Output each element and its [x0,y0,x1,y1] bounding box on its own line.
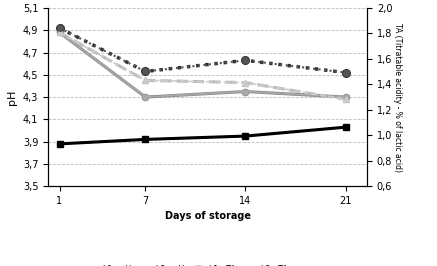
Legend: L1 - pH, L2 - pH, L3 - pH, L4 - pH, L1 - TA, L2 - TA, L3 - TA, L4 - TA: L1 - pH, L2 - pH, L3 - pH, L4 - pH, L1 -… [83,265,288,266]
Y-axis label: pH: pH [7,89,17,105]
X-axis label: Days of storage: Days of storage [165,211,250,222]
Y-axis label: TA (Titratable acidity - % of lactic acid): TA (Titratable acidity - % of lactic aci… [393,23,402,172]
